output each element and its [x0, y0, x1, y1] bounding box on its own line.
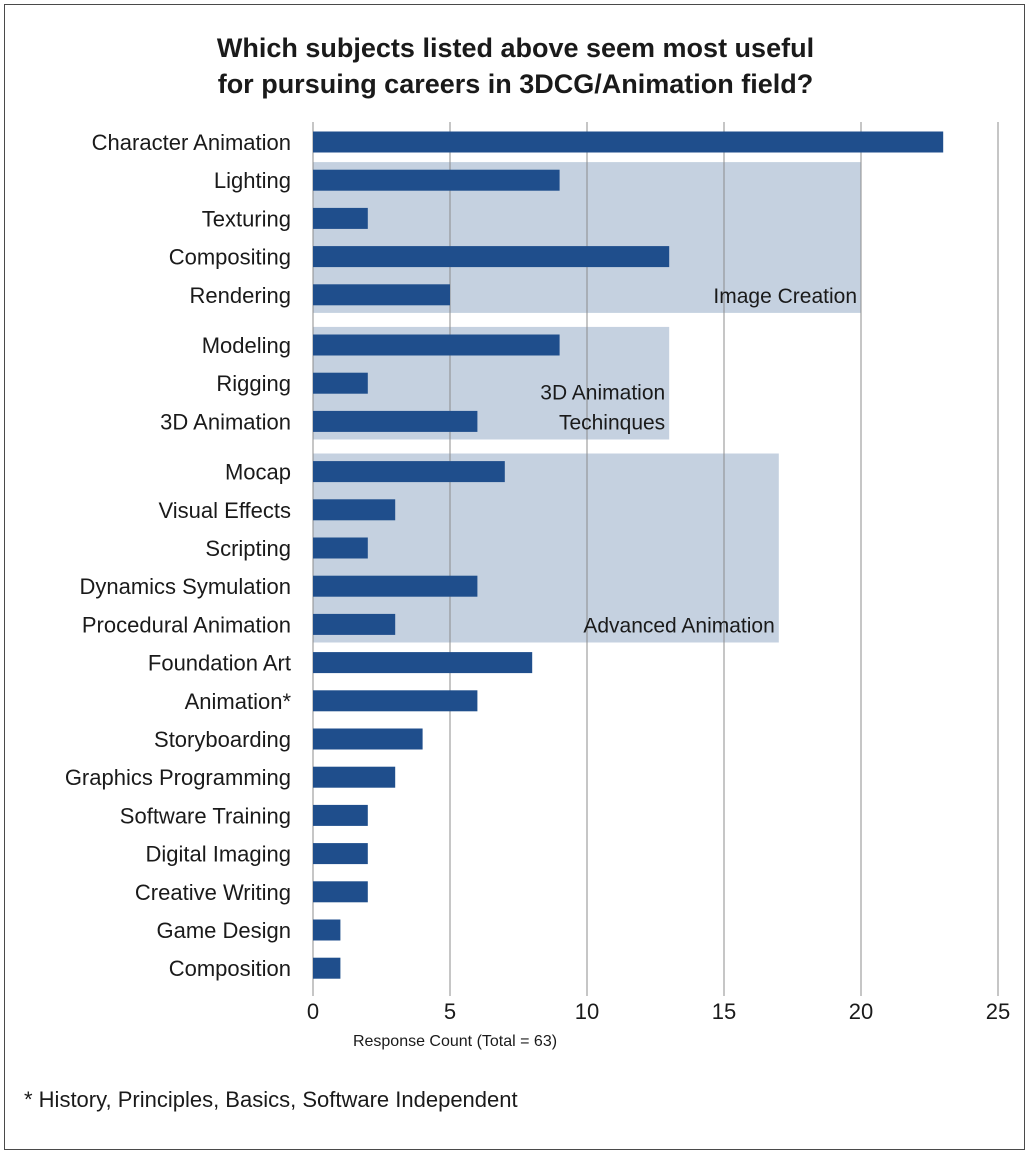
- x-tick-label: 20: [849, 999, 873, 1024]
- chart-title-line-2: for pursuing careers in 3DCG/Animation f…: [217, 69, 814, 99]
- x-tick-labels: 0 5 10 15 20 25: [307, 999, 1010, 1024]
- category-label: Visual Effects: [159, 498, 291, 523]
- category-label: Compositing: [169, 245, 291, 270]
- category-label: Rigging: [216, 371, 291, 396]
- annotation-label: 3D Animation: [540, 382, 665, 405]
- x-tick-label: 10: [575, 999, 599, 1024]
- bar: [313, 575, 478, 597]
- bar: [313, 690, 478, 712]
- x-tick-label: 25: [986, 999, 1010, 1024]
- bar: [313, 334, 560, 356]
- category-label: 3D Animation: [160, 409, 291, 434]
- category-label: Rendering: [189, 283, 291, 308]
- category-label: Mocap: [225, 460, 291, 485]
- chart-title-line-1: Which subjects listed above seem most us…: [216, 33, 815, 63]
- bar: [313, 766, 396, 788]
- category-label: Creative Writing: [135, 880, 291, 905]
- category-label: Game Design: [156, 918, 291, 943]
- bar: [313, 919, 341, 941]
- annotation-label: Techinques: [559, 412, 665, 435]
- category-label: Storyboarding: [154, 727, 291, 752]
- bar: [313, 461, 505, 483]
- bar: [313, 728, 423, 750]
- annotation-label: Advanced Animation: [583, 615, 774, 638]
- bar: [313, 372, 368, 394]
- bar: [313, 410, 478, 432]
- x-axis-title: Response Count (Total = 63): [353, 1033, 557, 1050]
- category-label: Modeling: [202, 333, 291, 358]
- footnote: * History, Principles, Basics, Software …: [24, 1087, 518, 1112]
- annotation-region: [313, 453, 779, 643]
- category-label: Digital Imaging: [145, 842, 291, 867]
- bar: [313, 131, 944, 153]
- bars: [313, 131, 944, 979]
- category-label: Lighting: [214, 168, 291, 193]
- bar: [313, 207, 368, 229]
- x-tick-label: 0: [307, 999, 319, 1024]
- region-labels: Image Creation 3D Animation Techinques Adva…: [540, 285, 857, 638]
- bar: [313, 284, 450, 306]
- bar: [313, 881, 368, 903]
- category-label: Scripting: [205, 536, 291, 561]
- category-labels: Character Animation Lighting Texturing Comp…: [65, 130, 292, 981]
- category-label: Software Training: [120, 803, 291, 828]
- category-label: Dynamics Symulation: [79, 574, 291, 599]
- category-label: Character Animation: [92, 130, 291, 155]
- chart-title: Which subjects listed above seem most us…: [0, 30, 1031, 102]
- bar: [313, 169, 560, 191]
- category-label: Graphics Programming: [65, 765, 291, 790]
- annotation-label: Image Creation: [713, 285, 857, 308]
- bar: [313, 613, 396, 635]
- category-label: Animation*: [185, 689, 292, 714]
- category-label: Foundation Art: [148, 651, 291, 676]
- bar: [313, 804, 368, 826]
- x-tick-label: 15: [712, 999, 736, 1024]
- bar: [313, 246, 670, 268]
- category-label: Texturing: [202, 206, 291, 231]
- bar: [313, 652, 533, 674]
- category-label: Composition: [169, 956, 291, 981]
- x-tick-label: 5: [444, 999, 456, 1024]
- bar: [313, 843, 368, 865]
- category-label: Procedural Animation: [82, 612, 291, 637]
- bar: [313, 499, 396, 521]
- bar: [313, 537, 368, 559]
- bar: [313, 957, 341, 979]
